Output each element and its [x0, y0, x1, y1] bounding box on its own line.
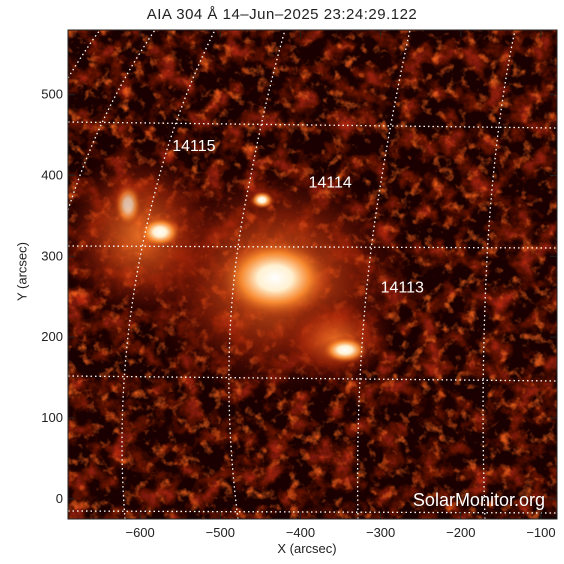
latitude-line: [68, 121, 557, 129]
latitude-line: [68, 245, 557, 249]
y-axis-label: Y (arcsec): [14, 242, 30, 301]
active-region-core: [138, 216, 182, 248]
active-region-labels: 14115 14114 14113: [172, 138, 424, 296]
x-tick-label: −200: [446, 525, 475, 540]
active-region-label: 14115: [172, 138, 215, 155]
longitude-line: [356, 30, 411, 519]
latitude-line: [68, 375, 557, 382]
y-tick-label: 200: [41, 329, 63, 344]
longitude-line: [482, 30, 516, 519]
y-tick-label: 500: [41, 87, 63, 102]
x-axis-label: X (arcsec): [277, 541, 337, 556]
x-tick-label: −400: [286, 525, 315, 540]
axes: −600 −500 −400 −300 −200 −100 0 100 200 300 400 500: [41, 30, 557, 540]
heliographic-grid: [68, 30, 557, 519]
active-region-label: 14114: [308, 175, 351, 192]
active-region-core: [217, 236, 333, 320]
x-tick-label: −600: [125, 525, 154, 540]
active-region-core: [250, 191, 274, 209]
x-tick-label: −100: [526, 525, 555, 540]
active-region-core: [114, 183, 142, 227]
x-tick-label: −500: [206, 525, 235, 540]
active-region-label: 14113: [381, 280, 424, 297]
y-tick-label: 100: [41, 410, 63, 425]
longitude-line: [68, 30, 101, 79]
y-tick-label: 0: [56, 491, 63, 506]
x-tick-label: −300: [366, 525, 395, 540]
y-tick-label: 400: [41, 167, 63, 182]
plot-frame: [67, 29, 558, 520]
y-tick-label: 300: [41, 248, 63, 263]
image-title: AIA 304 Å 14–Jun–2025 23:24:29.122: [146, 6, 418, 23]
active-region-core: [321, 336, 369, 364]
latitude-line: [68, 510, 557, 514]
watermark: SolarMonitor.org: [413, 490, 545, 510]
longitude-line: [228, 30, 286, 519]
longitude-line: [121, 30, 216, 519]
longitude-line: [68, 30, 156, 211]
